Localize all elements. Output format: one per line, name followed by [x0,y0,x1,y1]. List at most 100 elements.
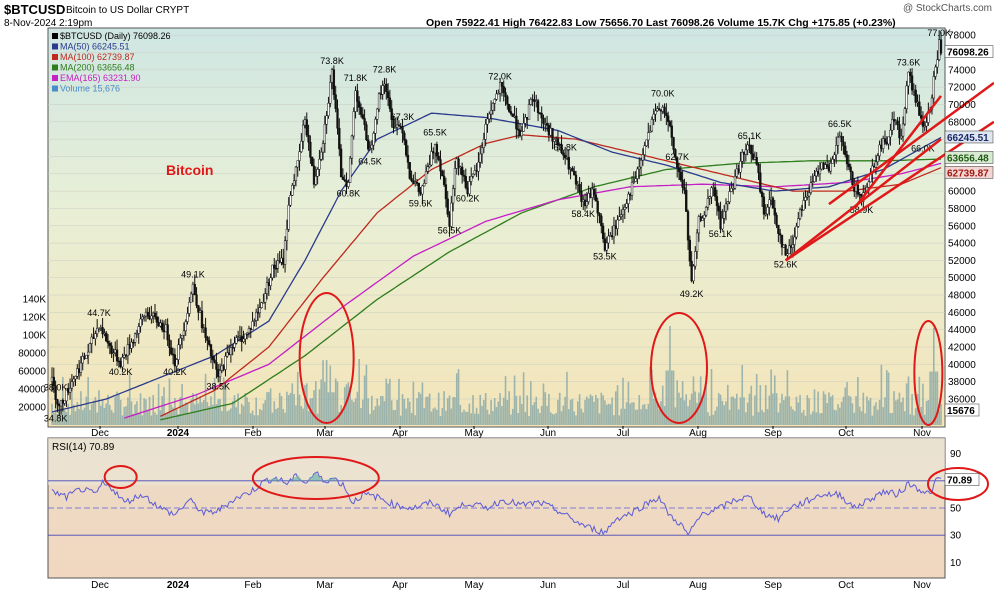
price-bar-body [329,82,332,104]
price-bar-body [818,168,822,175]
volume-bar [571,398,574,425]
price-label: 49.1K [181,270,205,280]
volume-tick: 20000 [18,403,46,414]
volume-bar [743,397,745,425]
price-bar-body [625,203,628,208]
price-bar-body [133,333,137,343]
price-bar-body [800,209,804,211]
volume-bar [145,399,147,425]
price-bar-body [283,240,287,265]
volume-bar [564,396,566,425]
price-bar-body [117,360,121,363]
price-bar-body [170,347,173,355]
price-bar-body [323,124,326,144]
price-bar-body [936,59,939,68]
price-bar-body [636,168,639,179]
price-bar-body [623,207,626,210]
volume-bar [773,375,776,425]
volume-bar [197,403,200,425]
volume-bar [828,392,830,425]
price-bar-body [278,260,281,263]
price-bar-body [779,233,782,236]
volume-bar [546,405,548,425]
volume-bar [858,406,861,425]
volume-bar [918,376,921,425]
price-bar-body [836,136,840,146]
volume-bar [520,404,523,425]
price-bar-body [775,214,778,226]
price-bar-body [479,153,482,163]
volume-bar [175,409,178,425]
price-bar-body [688,239,691,262]
volume-bar [497,401,500,425]
price-bar-body [67,387,70,393]
price-bar-body [576,183,579,186]
price-bar-body [211,355,214,361]
price-bar-body [811,181,814,183]
price-bar-body [383,83,386,86]
price-bar-body [592,188,596,196]
price-label: 66.5K [828,119,852,129]
price-bar-body [580,191,583,202]
price-bar-body [227,352,231,355]
price-bar-body [883,138,887,143]
price-bar-body [103,332,106,335]
x-tick-bottom: Dec [91,580,109,591]
volume-tick: 40000 [18,385,46,396]
volume-bar [414,415,416,425]
volume-bar [526,395,529,425]
volume-bar [156,414,158,425]
volume-bar [860,411,863,425]
price-bar-body [61,399,64,404]
price-bar-body [327,103,330,117]
x-tick-top: Jun [540,428,556,439]
price-label: 72.0K [488,71,512,81]
volume-bar [638,395,641,425]
price-bar-body [309,141,312,158]
rsi-tick: 30 [950,531,962,542]
volume-bar [244,393,247,425]
price-bar-body [524,117,527,124]
volume-bar [869,397,872,425]
highlight-ellipse [103,465,138,489]
volume-bar [680,397,682,425]
ma100-tag: 62739.87 [947,168,989,179]
volume-bar [204,373,207,425]
price-bar-body [755,157,758,165]
volume-bar [647,403,650,425]
price-bar-body [126,344,130,356]
price-bar-body [189,293,193,303]
volume-bar [161,396,164,425]
price-bar-body [92,336,95,339]
volume-bar [737,409,740,425]
ma50-tag-bg [944,130,994,144]
volume-bar [726,384,729,425]
price-tick: 78000 [948,31,976,42]
price-bar-body [777,224,780,234]
price-bar-body [269,277,272,286]
volume-bar [103,407,106,425]
price-bar-body [620,214,623,217]
volume-bar [792,409,794,425]
volume-bar [831,395,834,425]
price-bar-body [526,117,529,120]
price-bar-body [488,113,491,120]
volume-bar [466,411,469,425]
volume-bar [633,402,635,425]
price-label: 58.4K [571,209,595,219]
price-bar-body [867,181,870,188]
volume-bar [555,413,557,425]
price-bar-body [511,113,514,117]
volume-bar [157,383,160,425]
price-bar-body [180,334,184,339]
price-bar-body [840,135,843,143]
volume-bar [242,405,245,425]
price-bar-body [99,327,102,329]
volume-bar [249,413,252,425]
price-label: 34.8K [44,414,68,424]
price-bar-body [903,108,907,125]
volume-bar [811,411,814,425]
rsi-tick: 50 [950,504,962,515]
trendlines [784,81,994,262]
volume-bar [857,377,859,425]
